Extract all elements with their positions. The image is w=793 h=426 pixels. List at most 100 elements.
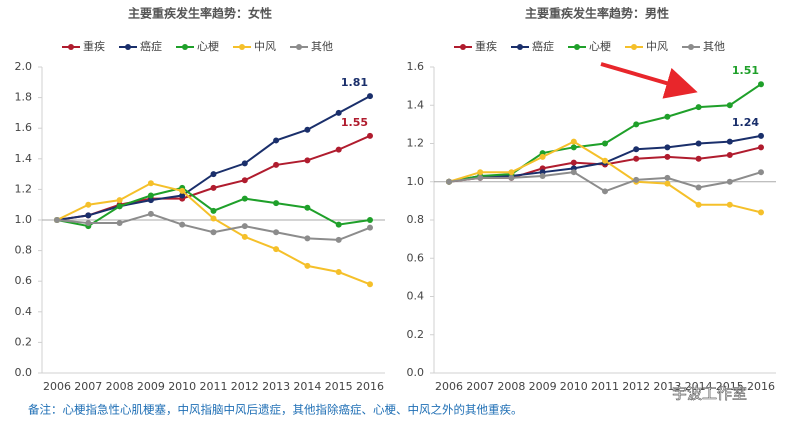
- data-point: [602, 140, 608, 147]
- y-tick-label: 1.4: [407, 98, 425, 111]
- data-point: [633, 176, 640, 183]
- data-point: [85, 220, 92, 227]
- data-point: [726, 102, 733, 109]
- legend-label: 癌症: [140, 39, 162, 53]
- data-point: [273, 246, 280, 253]
- data-point: [241, 223, 248, 230]
- x-tick-label: 2007: [74, 380, 102, 393]
- data-point: [508, 174, 515, 181]
- data-point: [664, 113, 671, 120]
- x-tick-label: 2010: [168, 380, 196, 393]
- data-point: [210, 215, 217, 222]
- chart-title: 主要重疾发生率趋势：女性: [128, 6, 272, 21]
- data-point: [477, 174, 484, 181]
- data-point: [335, 146, 342, 153]
- data-point: [758, 209, 764, 216]
- data-point: [539, 173, 546, 180]
- y-tick-label: 0.8: [407, 213, 425, 226]
- data-point: [367, 281, 373, 288]
- y-tick-label: 0.6: [15, 274, 33, 287]
- legend-dot: [688, 44, 694, 50]
- data-point: [116, 203, 123, 210]
- legend-label: 重疾: [83, 39, 105, 53]
- data-point: [726, 201, 733, 208]
- x-tick-label: 2015: [716, 380, 744, 393]
- data-point: [210, 184, 217, 191]
- y-tick-label: 1.8: [15, 91, 33, 104]
- x-tick-label: 2016: [747, 380, 775, 393]
- data-point: [695, 201, 702, 208]
- x-tick-label: 2009: [529, 380, 557, 393]
- legend-dot: [296, 44, 302, 50]
- legend-label: 心梗: [589, 39, 611, 53]
- legend-dot: [574, 44, 580, 50]
- data-point: [147, 192, 154, 199]
- y-tick-label: 0.8: [15, 244, 33, 257]
- data-point: [85, 212, 92, 219]
- data-label: 1.55: [341, 116, 368, 129]
- data-point: [570, 159, 577, 166]
- data-point: [273, 137, 280, 144]
- data-label: 1.24: [732, 116, 759, 129]
- y-tick-label: 0.6: [407, 251, 425, 264]
- data-point: [179, 221, 186, 228]
- x-tick-label: 2008: [497, 380, 525, 393]
- legend-label: 癌症: [532, 39, 554, 53]
- chart-title: 主要重疾发生率趋势：男性: [525, 6, 669, 21]
- data-point: [726, 151, 733, 158]
- data-point: [367, 93, 373, 100]
- watermark: 宇波工作室: [672, 385, 747, 403]
- data-point: [477, 169, 484, 176]
- note: 备注：心梗指急性心肌梗塞，中风指脑中风后遗症，其他指除癌症、心梗、中风之外的其他…: [28, 403, 523, 417]
- y-tick-label: 0.4: [15, 305, 33, 318]
- x-tick-label: 2007: [466, 380, 494, 393]
- data-point: [241, 233, 248, 240]
- legend-label: 其他: [703, 40, 725, 53]
- y-tick-label: 0.0: [407, 366, 425, 379]
- data-point: [304, 126, 311, 133]
- data-point: [335, 236, 342, 243]
- data-point: [273, 200, 280, 207]
- data-point: [210, 171, 217, 178]
- data-point: [116, 197, 123, 204]
- data-point: [367, 132, 373, 139]
- x-tick-label: 2010: [560, 380, 588, 393]
- x-tick-label: 2013: [262, 380, 290, 393]
- y-tick-label: 1.0: [15, 213, 33, 226]
- data-point: [367, 224, 373, 231]
- y-tick-label: 0.2: [15, 335, 33, 348]
- y-tick-label: 1.0: [407, 175, 425, 188]
- data-point: [758, 144, 764, 151]
- legend-label: 其他: [311, 40, 333, 53]
- data-point: [304, 235, 311, 242]
- y-tick-label: 2.0: [15, 60, 33, 73]
- legend-dot: [125, 44, 131, 50]
- x-tick-label: 2016: [356, 380, 384, 393]
- data-point: [304, 204, 311, 211]
- annotation-arrow: [600, 62, 698, 99]
- x-tick-label: 2006: [435, 380, 463, 393]
- data-point: [633, 146, 640, 153]
- x-tick-label: 2012: [231, 380, 259, 393]
- y-tick-label: 0.0: [15, 366, 33, 379]
- data-point: [210, 207, 217, 214]
- legend-dot: [460, 44, 466, 50]
- data-point: [539, 153, 546, 160]
- x-tick-label: 2008: [106, 380, 134, 393]
- data-point: [633, 121, 640, 128]
- data-point: [570, 138, 577, 145]
- series-line: [56, 134, 371, 221]
- data-point: [147, 180, 154, 187]
- data-point: [335, 221, 342, 228]
- data-point: [367, 217, 373, 223]
- data-point: [85, 201, 92, 208]
- data-point: [602, 157, 608, 164]
- data-point: [241, 160, 248, 167]
- legend-label: 中风: [254, 40, 276, 53]
- data-point: [570, 144, 577, 151]
- data-point: [210, 229, 217, 236]
- data-point: [273, 161, 280, 168]
- data-point: [695, 155, 702, 162]
- y-tick-label: 0.4: [407, 290, 425, 303]
- legend-label: 重疾: [475, 39, 497, 53]
